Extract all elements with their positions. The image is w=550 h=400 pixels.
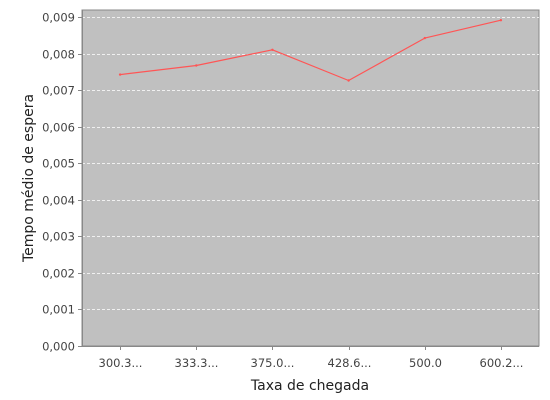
x-tick-label: 375.0...	[251, 356, 295, 370]
y-tick-label: 0,007	[42, 84, 75, 98]
y-tick-label: 0,004	[42, 194, 75, 208]
x-tick-label: 428.6...	[328, 356, 372, 370]
plot-area	[82, 10, 539, 346]
x-tick-label: 333.3...	[175, 356, 219, 370]
x-axis-title: Taxa de chegada	[250, 378, 369, 394]
y-tick-label: 0,003	[42, 230, 75, 244]
x-tick-label: 500.0	[409, 356, 442, 370]
y-tick-label: 0,005	[42, 157, 75, 171]
data-point	[500, 19, 502, 21]
x-tick-label: 300.3...	[99, 356, 143, 370]
y-tick-label: 0,000	[42, 340, 75, 354]
data-point	[119, 73, 121, 75]
y-tick-label: 0,006	[42, 121, 75, 135]
y-tick-label: 0,009	[42, 11, 75, 25]
data-point	[347, 79, 349, 81]
y-tick-label: 0,008	[42, 48, 75, 62]
y-tick-label: 0,002	[42, 267, 75, 281]
data-point	[424, 37, 426, 39]
data-point	[195, 64, 197, 66]
y-axis-title: Tempo médio de espera	[21, 94, 37, 263]
x-tick-label: 600.2...	[480, 356, 524, 370]
y-tick-label: 0,001	[42, 303, 75, 317]
data-point	[271, 49, 273, 51]
